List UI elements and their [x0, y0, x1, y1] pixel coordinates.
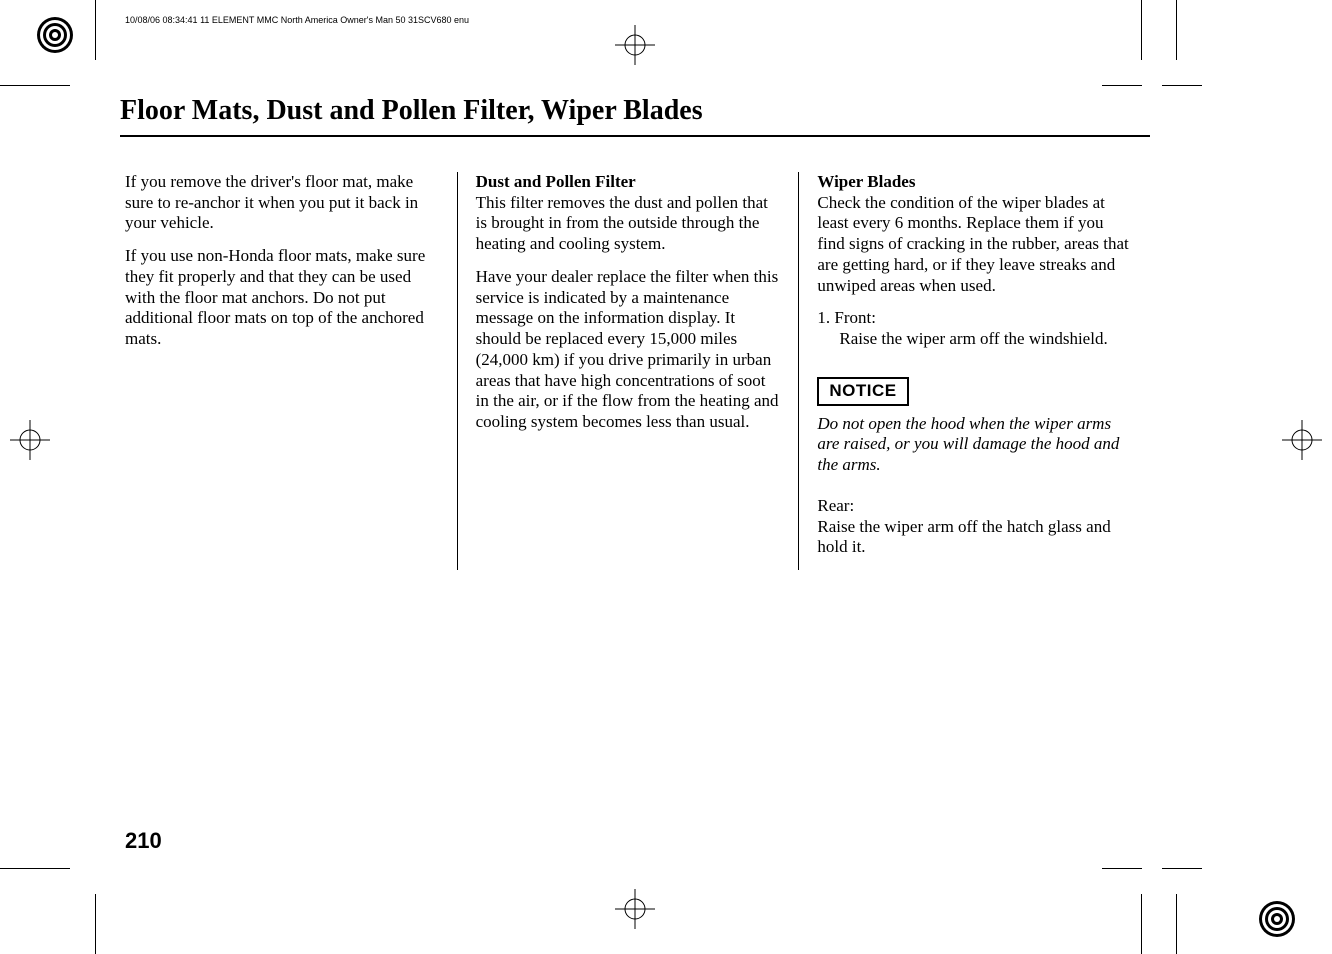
crop-mark — [1141, 894, 1142, 954]
body-text: Have your dealer replace the filter when… — [476, 267, 781, 433]
body-text: Check the condition of the wiper blades … — [817, 193, 1128, 295]
rear-label: Rear: — [817, 496, 854, 515]
body-text: Raise the wiper arm off the hatch glass … — [817, 517, 1110, 557]
crop-mark — [95, 894, 96, 954]
crop-mark — [0, 868, 70, 869]
crop-mark — [1102, 85, 1142, 86]
crop-mark — [1176, 0, 1177, 60]
crop-mark — [1141, 0, 1142, 60]
page-title: Floor Mats, Dust and Pollen Filter, Wipe… — [120, 95, 1150, 137]
crosshair-icon — [1282, 420, 1322, 460]
header-metadata: 10/08/06 08:34:41 11 ELEMENT MMC North A… — [125, 15, 469, 25]
crop-mark — [1162, 85, 1202, 86]
column-wiper-blades: Wiper Blades Check the condition of the … — [798, 172, 1150, 570]
rear-block: Rear: Raise the wiper arm off the hatch … — [817, 496, 1132, 558]
section-block: Dust and Pollen Filter This filter remov… — [476, 172, 781, 255]
body-text: If you remove the driver's floor mat, ma… — [125, 172, 439, 234]
notice-badge: NOTICE — [817, 377, 908, 406]
section-block: Wiper Blades Check the condition of the … — [817, 172, 1132, 296]
content-columns: If you remove the driver's floor mat, ma… — [120, 172, 1150, 570]
crosshair-icon — [10, 420, 50, 460]
page-content: Floor Mats, Dust and Pollen Filter, Wipe… — [120, 95, 1150, 570]
body-text: This filter removes the dust and pollen … — [476, 193, 768, 253]
crosshair-icon — [615, 889, 655, 929]
column-dust-filter: Dust and Pollen Filter This filter remov… — [457, 172, 799, 570]
registration-mark-icon — [35, 15, 75, 55]
crop-mark — [1176, 894, 1177, 954]
crop-mark — [1102, 868, 1142, 869]
section-heading: Dust and Pollen Filter — [476, 172, 636, 191]
column-floor-mats: If you remove the driver's floor mat, ma… — [120, 172, 457, 570]
page-number: 210 — [125, 828, 162, 854]
registration-mark-icon — [1257, 899, 1297, 939]
crop-mark — [1162, 868, 1202, 869]
step-text: Raise the wiper arm off the windshield. — [817, 329, 1132, 350]
crop-mark — [95, 0, 96, 60]
notice-text: Do not open the hood when the wiper arms… — [817, 414, 1132, 476]
section-heading: Wiper Blades — [817, 172, 915, 191]
crosshair-icon — [615, 25, 655, 65]
step-item: 1. Front: Raise the wiper arm off the wi… — [817, 308, 1132, 349]
body-text: If you use non-Honda floor mats, make su… — [125, 246, 439, 350]
step-label: 1. Front: — [817, 308, 876, 327]
crop-mark — [0, 85, 70, 86]
